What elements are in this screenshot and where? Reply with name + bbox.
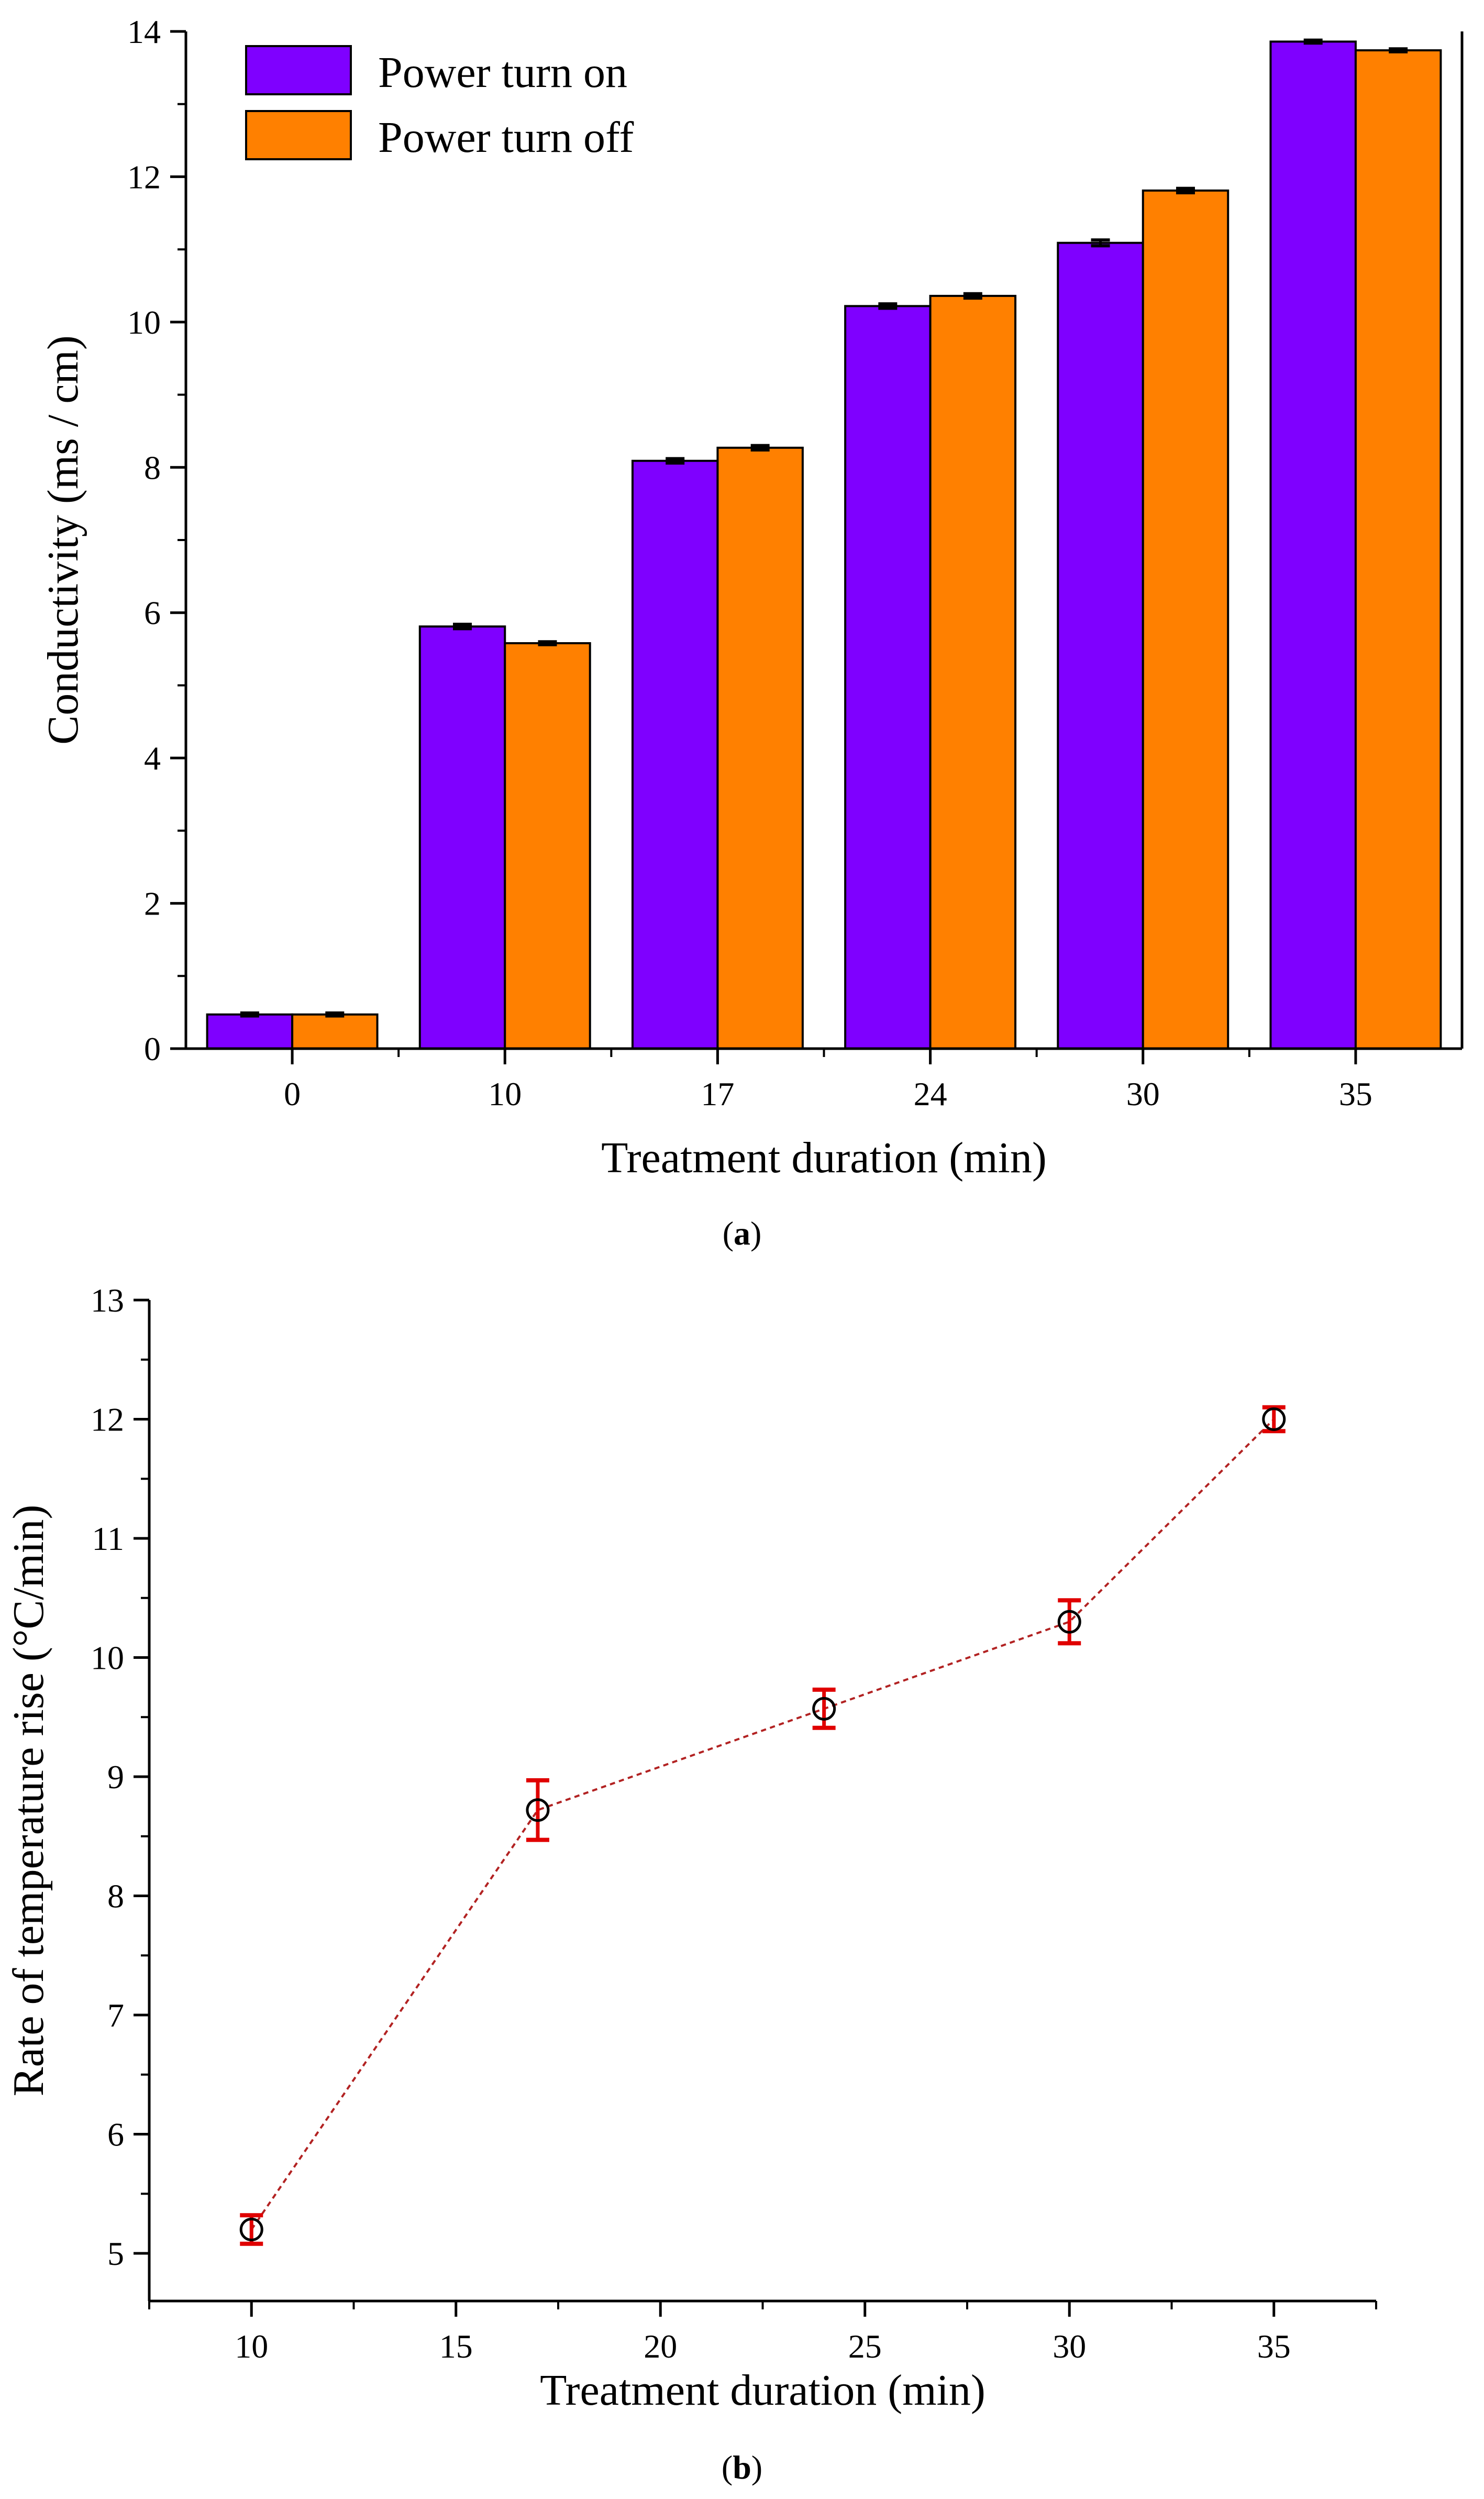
b-caption: (b) [722, 2449, 762, 2486]
a-x-tick-label: 17 [701, 1075, 734, 1113]
b-data-point [526, 1798, 550, 1822]
a-x-tick-label: 30 [1126, 1075, 1160, 1113]
b-y-tick-label: 10 [91, 1639, 124, 1677]
b-x-ticks: 10 15 20 25 30 35 [148, 2301, 1377, 2365]
a-y-ticks: 0 2 4 6 8 10 12 14 [127, 13, 186, 1067]
a-bar-power-off [716, 446, 804, 1050]
b-x-axis-title: Treatment duration (min) [540, 2366, 985, 2415]
a-y-tick-label: 2 [144, 885, 161, 922]
a-y-axis-title: Conductivity (ms / cm) [39, 335, 87, 745]
a-bar-power-on [206, 1013, 294, 1050]
a-error-bars [240, 38, 1408, 1018]
a-caption: (a) [723, 1215, 762, 1252]
legend-label-power-on: Power turn on [378, 48, 627, 97]
a-bar-power-off [1354, 49, 1442, 1050]
a-caption-letter: a [734, 1215, 750, 1252]
b-points [239, 1407, 1286, 2241]
b-x-tick-label: 30 [1053, 2328, 1086, 2365]
b-y-tick-label: 9 [107, 1758, 124, 1796]
b-x-tick-label: 15 [439, 2328, 473, 2365]
legend-swatch-power-on [245, 45, 352, 95]
b-x-tick-label: 10 [235, 2328, 268, 2365]
a-x-tick-label: 24 [914, 1075, 947, 1113]
b-y-tick-label: 7 [107, 1997, 124, 2034]
a-y-tick-label: 14 [127, 13, 161, 50]
a-bars [206, 40, 1442, 1050]
b-x-tick-label: 25 [848, 2328, 882, 2365]
a-x-tick-label: 35 [1339, 1075, 1372, 1113]
a-bar-power-off [291, 1013, 379, 1050]
a-y-tick-label: 12 [127, 158, 161, 195]
a-y-tick-label: 4 [144, 740, 161, 777]
b-caption-letter: b [733, 2449, 751, 2486]
b-y-tick-label: 5 [107, 2235, 124, 2272]
b-x-tick-label: 20 [644, 2328, 677, 2365]
a-x-ticks: 0 10 17 24 30 35 [284, 1049, 1372, 1113]
a-bar-power-off [504, 642, 591, 1050]
a-y-tick-label: 0 [144, 1030, 161, 1067]
a-y-tick-label: 10 [127, 304, 161, 341]
b-data-point [1262, 1407, 1286, 1431]
b-y-tick-label: 11 [92, 1520, 124, 1557]
b-y-tick-label: 8 [107, 1878, 124, 1915]
a-bar-power-on [418, 625, 506, 1050]
b-series-line [250, 1418, 1275, 2230]
b-data-point [812, 1697, 836, 1721]
b-y-ticks: 5 6 7 8 9 10 11 12 13 [91, 1282, 149, 2272]
a-legend: Power turn on Power turn off [245, 45, 634, 162]
legend-swatch-power-off [245, 110, 352, 160]
b-data-point [239, 2218, 263, 2241]
a-y-tick-label: 6 [144, 595, 161, 632]
b-error-bars [240, 1405, 1286, 2246]
b-y-tick-label: 6 [107, 2116, 124, 2153]
a-bar-power-on [631, 459, 719, 1050]
a-x-axis-title: Treatment duration (min) [601, 1133, 1047, 1182]
b-x-tick-label: 35 [1257, 2328, 1291, 2365]
b-y-tick-label: 12 [91, 1401, 124, 1438]
b-data-point [1057, 1610, 1081, 1634]
a-y-tick-label: 8 [144, 449, 161, 486]
b-y-axis-title: Rate of temperature rise (°C/min) [4, 1505, 53, 2097]
legend-label-power-off: Power turn off [378, 113, 634, 162]
a-bar-power-on [844, 305, 932, 1050]
a-x-tick-label: 0 [284, 1075, 301, 1113]
a-bar-power-off [1142, 189, 1230, 1050]
a-bar-power-on [1269, 40, 1357, 1050]
b-y-tick-label: 13 [91, 1282, 124, 1319]
a-bar-power-on [1057, 241, 1144, 1050]
panel-b-scatter-chart: 5 6 7 8 9 10 11 12 13 10 15 20 25 30 35 Treatment dur… [4, 1282, 1377, 2486]
a-bar-power-off [929, 294, 1017, 1050]
a-x-tick-label: 10 [488, 1075, 522, 1113]
